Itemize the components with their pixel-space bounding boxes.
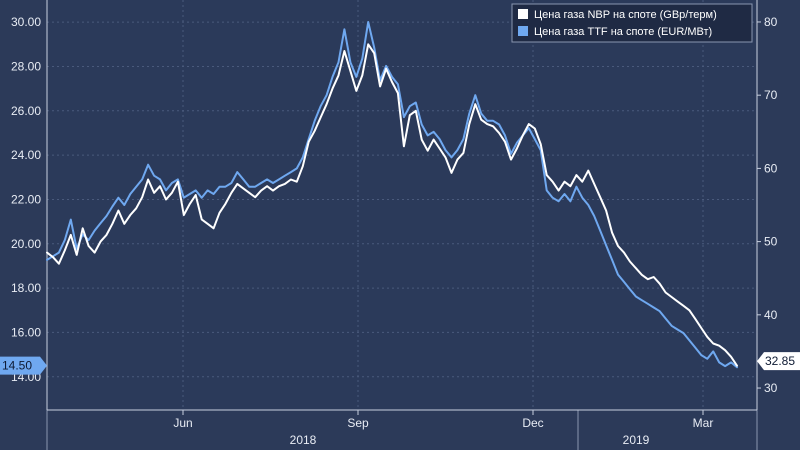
left-tick-label: 28.00 [11,59,41,73]
ttf-last-value-tag [757,352,800,371]
left-tick-label: 30.00 [11,15,41,29]
legend: Цена газа NBP на споте (GBp/терм) Цена г… [511,3,753,43]
legend-swatch-ttf [518,26,528,36]
right-tick-label: 80 [764,15,778,29]
series-line-ttf [46,21,738,369]
series-line-nbp [46,43,738,367]
plot-background [47,0,757,410]
right-tick-label: 30 [764,381,778,395]
left-tick-label: 26.00 [11,104,41,118]
right-tick-label: 50 [764,235,778,249]
left-tick-label: 18.00 [11,281,41,295]
right-tick-label: 60 [764,161,778,175]
nbp-last-value-label: 14.50 [2,359,32,373]
right-axis-ticks: 30 40 50 60 70 80 [757,15,778,395]
x-month-label: Jun [173,416,192,430]
nbp-last-value-tag [0,356,47,375]
series-lines [46,21,738,369]
left-axis-ticks: 14.0016.0018.0020.0022.0024.0026.0028.00… [11,15,41,384]
x-year-label: 2019 [623,433,650,447]
legend-label-ttf: Цена газа TTF на споте (EUR/МВт) [534,26,712,38]
right-tick-label: 70 [764,88,778,102]
legend-label-nbp: Цена газа NBP на споте (GBp/терм) [534,9,717,21]
left-tick-label: 20.00 [11,237,41,251]
legend-box [511,3,753,43]
left-tick-label: 22.00 [11,192,41,206]
right-tick-label: 40 [764,308,778,322]
x-month-label: Sep [347,416,369,430]
x-month-label: Mar [693,416,714,430]
last-value-tags: 14.50 32.85 [0,352,800,375]
left-tick-label: 24.00 [11,148,41,162]
x-month-label: Dec [522,416,543,430]
x-axis-labels: Jun Sep Dec Mar 2018 2019 [173,416,713,447]
axes [46,0,758,450]
left-tick-label: 16.00 [11,325,41,339]
x-year-label: 2018 [290,433,317,447]
ttf-last-value-label: 32.85 [765,354,795,368]
legend-swatch-nbp [518,9,528,19]
